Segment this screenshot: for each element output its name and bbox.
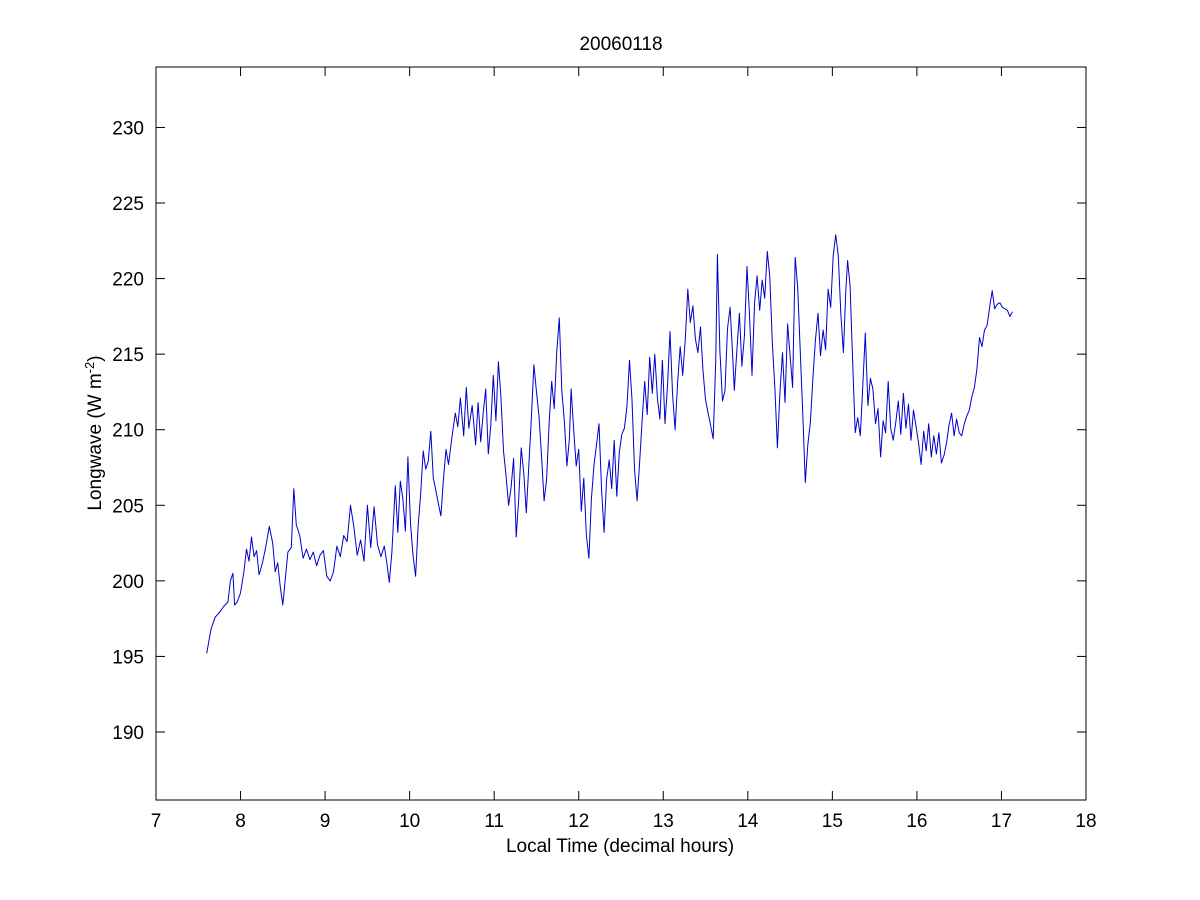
series-layer [206,234,1013,654]
x-tick-label: 17 [991,811,1012,832]
axes-box [155,66,1087,801]
x-tick-label: 16 [906,811,927,832]
x-tick-label: 8 [235,811,246,832]
y-tick-label: 230 [112,118,144,139]
y-tick-label: 225 [112,194,144,215]
y-tick-label: 220 [112,270,144,291]
x-tick-label: 14 [737,811,759,832]
series-line-0 [206,234,1013,654]
y-tick-label: 190 [112,723,144,744]
x-tick-label: 7 [151,811,162,832]
x-axis-label: Local Time (decimal hours) [506,836,734,857]
y-axis-ticks: 190 195 200 205 210 215 220 225 230 [112,118,1086,744]
y-axis-label: Longwave (W m-2) [82,355,107,510]
x-tick-label: 9 [320,811,331,832]
x-tick-label: 15 [822,811,843,832]
y-tick-label: 195 [112,647,144,668]
x-tick-label: 10 [399,811,420,832]
plot-area [156,67,1086,800]
chart-title: 20060118 [579,34,662,55]
x-tick-label: 18 [1075,811,1096,832]
y-axis-label-superscript: -2 [82,362,97,374]
y-tick-label: 200 [112,572,144,593]
y-tick-label: 210 [112,421,144,442]
x-tick-label: 11 [484,811,504,832]
y-axis-label-close: ) [85,355,106,361]
x-tick-label: 13 [653,811,674,832]
x-tick-label: 12 [568,811,589,832]
y-tick-label: 205 [112,496,144,517]
x-axis-ticks: 7 8 9 10 11 12 13 14 15 16 17 18 [151,67,1097,832]
y-axis-label-main: Longwave (W m [85,373,106,510]
y-tick-label: 215 [112,345,144,366]
